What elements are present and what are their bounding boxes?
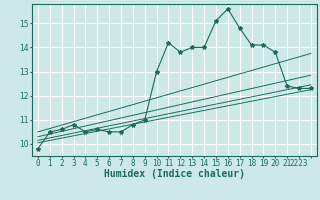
X-axis label: Humidex (Indice chaleur): Humidex (Indice chaleur) — [104, 169, 245, 179]
